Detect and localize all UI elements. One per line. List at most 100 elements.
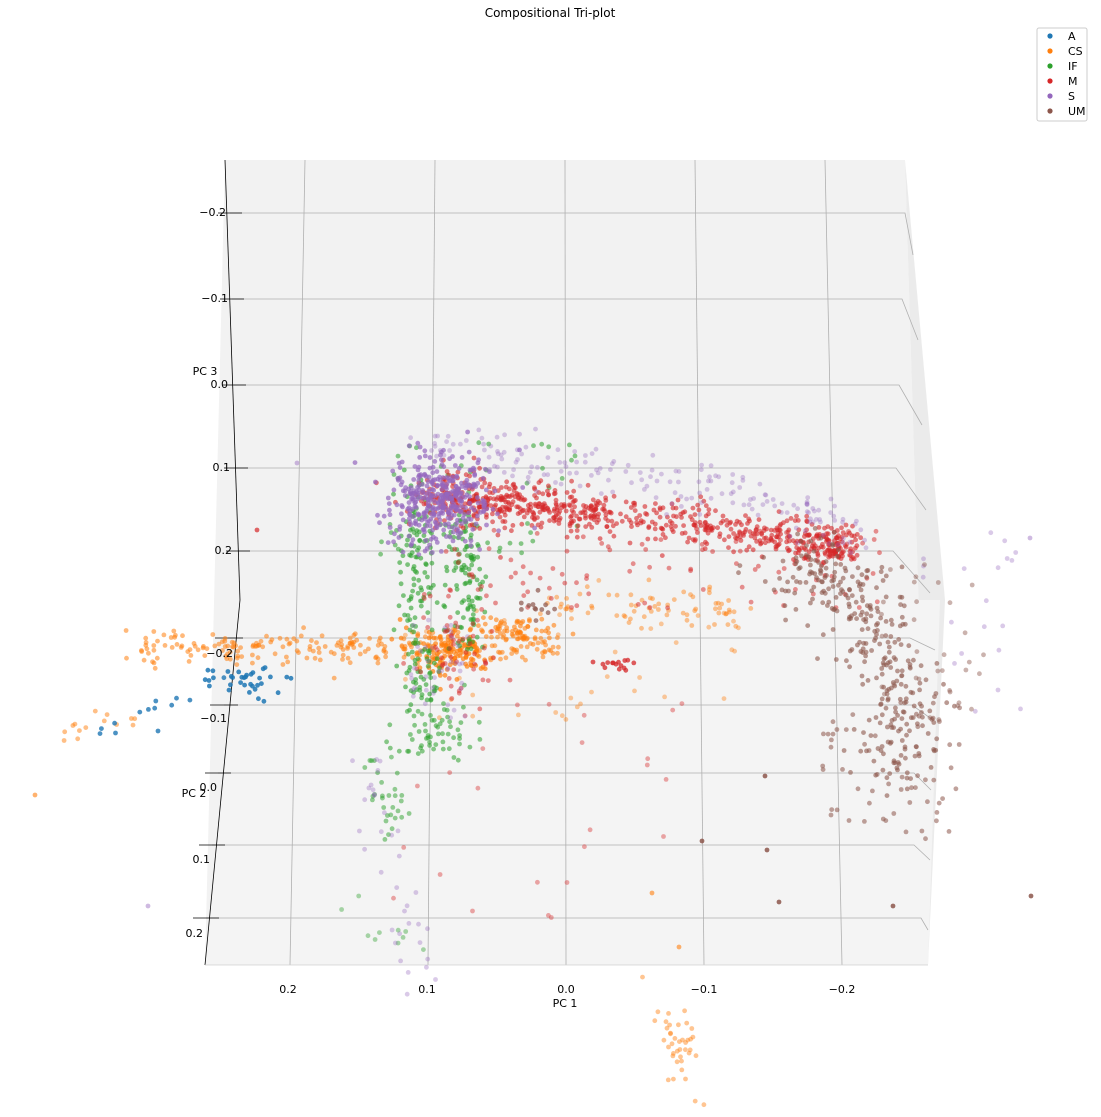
data-point bbox=[525, 624, 531, 629]
data-point bbox=[748, 606, 754, 611]
data-point bbox=[578, 701, 583, 707]
data-point bbox=[450, 538, 456, 544]
data-point bbox=[408, 732, 413, 737]
data-point bbox=[760, 502, 766, 507]
data-point bbox=[132, 716, 138, 722]
data-point bbox=[451, 667, 457, 672]
data-point bbox=[406, 811, 412, 816]
data-point bbox=[899, 673, 905, 678]
data-point bbox=[614, 521, 619, 526]
data-point bbox=[744, 547, 750, 553]
data-point bbox=[848, 550, 854, 556]
data-point bbox=[619, 518, 625, 524]
data-point bbox=[659, 553, 665, 558]
data-point bbox=[400, 935, 406, 940]
data-point bbox=[869, 648, 874, 653]
data-point bbox=[464, 477, 470, 483]
data-point bbox=[682, 1008, 687, 1014]
data-point bbox=[410, 566, 416, 572]
x-tick-labels: 0.2 0.1 0.0 −0.1 −0.2 bbox=[279, 983, 855, 996]
data-point bbox=[425, 625, 431, 630]
data-point bbox=[947, 600, 953, 606]
data-point bbox=[396, 460, 402, 466]
data-point bbox=[716, 610, 722, 616]
data-point bbox=[856, 605, 862, 610]
data-point bbox=[891, 811, 897, 816]
data-point bbox=[250, 683, 255, 689]
data-point bbox=[143, 635, 149, 641]
data-point bbox=[846, 529, 851, 534]
data-point bbox=[502, 621, 507, 626]
data-point bbox=[423, 510, 429, 515]
data-point bbox=[686, 535, 692, 541]
data-point bbox=[525, 479, 531, 485]
data-point bbox=[137, 709, 143, 715]
data-point bbox=[737, 563, 743, 568]
data-point bbox=[764, 499, 770, 504]
data-point bbox=[377, 635, 383, 641]
data-point bbox=[379, 539, 384, 545]
data-point bbox=[655, 1009, 661, 1015]
data-point bbox=[519, 550, 524, 556]
data-point bbox=[637, 675, 642, 680]
data-point bbox=[457, 661, 463, 667]
data-point bbox=[529, 464, 535, 470]
data-point bbox=[420, 527, 426, 532]
data-point bbox=[571, 498, 577, 504]
data-point bbox=[776, 899, 782, 905]
data-point bbox=[981, 652, 986, 658]
data-point bbox=[230, 675, 236, 680]
data-point bbox=[642, 504, 648, 509]
data-point bbox=[463, 519, 468, 525]
data-point bbox=[797, 565, 803, 570]
data-point bbox=[556, 521, 562, 526]
grid-z-line bbox=[230, 212, 914, 256]
data-point bbox=[261, 698, 267, 704]
data-point bbox=[829, 606, 835, 611]
data-point bbox=[404, 903, 410, 909]
z-tick-label: −0.2 bbox=[199, 206, 226, 219]
data-point bbox=[420, 649, 425, 654]
data-point bbox=[670, 1053, 676, 1059]
data-point bbox=[825, 537, 830, 543]
data-point bbox=[461, 512, 467, 517]
data-point bbox=[533, 426, 538, 432]
data-point bbox=[459, 521, 465, 526]
data-point bbox=[807, 519, 813, 525]
data-point bbox=[841, 536, 846, 541]
data-point bbox=[520, 485, 526, 490]
data-point bbox=[431, 635, 437, 641]
data-point bbox=[762, 492, 768, 498]
data-point bbox=[455, 624, 460, 630]
data-point bbox=[899, 738, 905, 743]
data-point bbox=[187, 697, 193, 703]
data-point bbox=[575, 523, 581, 529]
data-point bbox=[521, 514, 527, 520]
data-point bbox=[75, 736, 81, 742]
data-point bbox=[527, 469, 533, 475]
data-point bbox=[515, 504, 521, 510]
data-point bbox=[899, 673, 904, 679]
data-point bbox=[338, 644, 344, 650]
data-point bbox=[913, 574, 919, 580]
data-point bbox=[448, 633, 454, 638]
data-point bbox=[414, 666, 420, 672]
data-point bbox=[627, 517, 632, 523]
data-point bbox=[433, 506, 438, 512]
data-point bbox=[474, 595, 479, 600]
data-point bbox=[435, 433, 440, 439]
data-point bbox=[791, 502, 797, 508]
data-point bbox=[418, 674, 424, 680]
data-point bbox=[309, 638, 314, 643]
data-point bbox=[628, 592, 634, 598]
data-point bbox=[516, 495, 521, 500]
data-point bbox=[597, 466, 603, 471]
data-point bbox=[864, 574, 869, 580]
data-point bbox=[457, 653, 463, 658]
data-point bbox=[671, 1051, 676, 1056]
data-point bbox=[463, 483, 469, 488]
data-point bbox=[661, 1037, 667, 1043]
data-point bbox=[97, 731, 103, 736]
data-point bbox=[881, 751, 886, 757]
data-point bbox=[854, 552, 860, 558]
